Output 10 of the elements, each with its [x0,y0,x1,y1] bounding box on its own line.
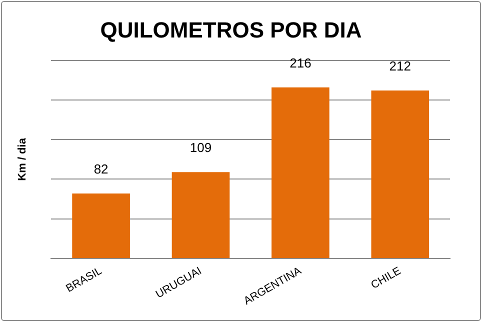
chart-title: QUILOMETROS POR DIA [100,17,362,42]
bar [72,194,130,258]
bar [172,172,230,258]
data-label: 212 [389,58,411,74]
data-label: 109 [190,140,212,156]
bar [371,90,430,258]
y-axis-title: Km / dia [16,137,29,181]
bar [272,87,330,258]
data-label: 82 [94,162,108,177]
data-label: 216 [290,55,312,70]
